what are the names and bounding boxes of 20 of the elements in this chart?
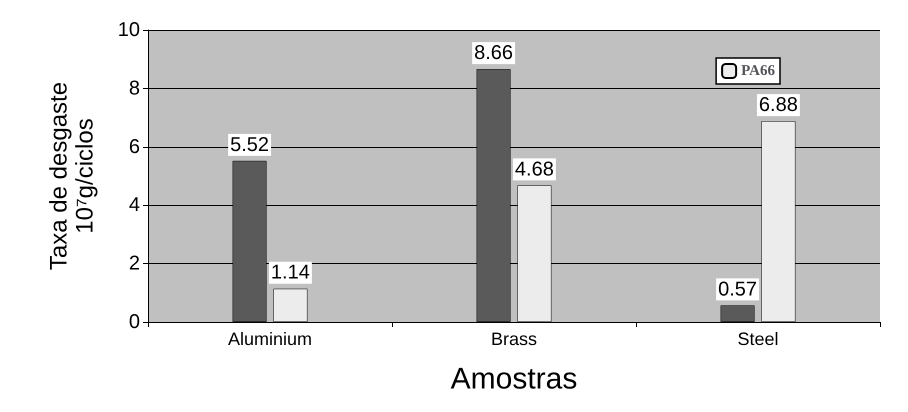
data-label: 5.52 <box>230 134 270 156</box>
y-tick-label: 6 <box>128 136 140 158</box>
y-tick-label: 4 <box>128 194 140 216</box>
data-label: 4.68 <box>514 158 554 180</box>
data-label: 1.14 <box>270 262 310 284</box>
bar <box>720 305 755 322</box>
y-tick-label: 2 <box>128 252 140 275</box>
x-tick-label: Aluminium <box>228 329 312 349</box>
y-axis-title: Taxa de desgaste 10⁷g/ciclos <box>46 82 98 270</box>
y-tick-label: 10 <box>118 19 140 41</box>
x-axis-title: Amostras <box>450 362 578 396</box>
x-tick-label: Brass <box>490 329 538 349</box>
bar <box>273 288 308 322</box>
data-label: 6.88 <box>758 94 798 116</box>
y-tick-label: 0 <box>128 311 140 333</box>
x-tick-label: Steel <box>737 329 779 349</box>
data-label: 0.57 <box>718 278 758 300</box>
y-tick-label: 8 <box>128 77 140 100</box>
data-label: 8.66 <box>474 42 514 64</box>
legend-label: PA66 <box>741 63 776 79</box>
